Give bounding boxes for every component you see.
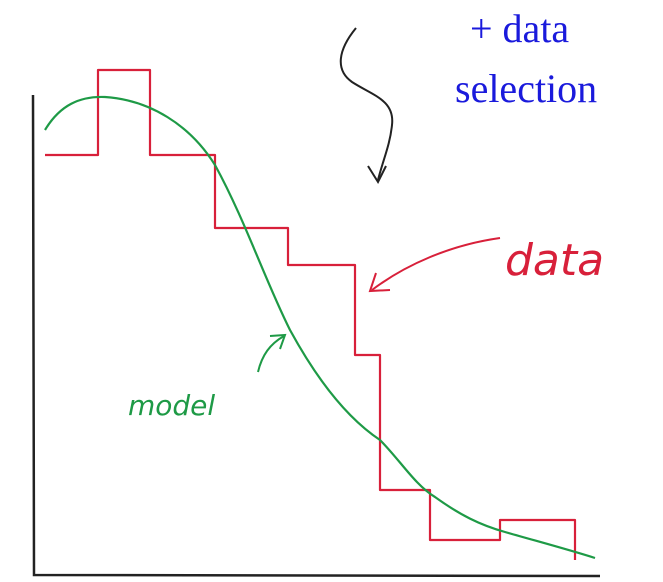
model-label: model [128, 389, 215, 422]
model-arrow [257, 335, 285, 373]
data-histogram [45, 68, 577, 560]
arrow-head [367, 165, 387, 185]
annotation: selection [455, 66, 597, 111]
data-label: data [505, 235, 604, 286]
annotation: + data [470, 6, 569, 51]
arrow-head [269, 333, 287, 350]
model-curve [44, 95, 596, 560]
selection-arrow [339, 27, 394, 181]
data-arrow [371, 237, 501, 291]
arrow-head [368, 272, 391, 293]
axes [31, 94, 601, 578]
